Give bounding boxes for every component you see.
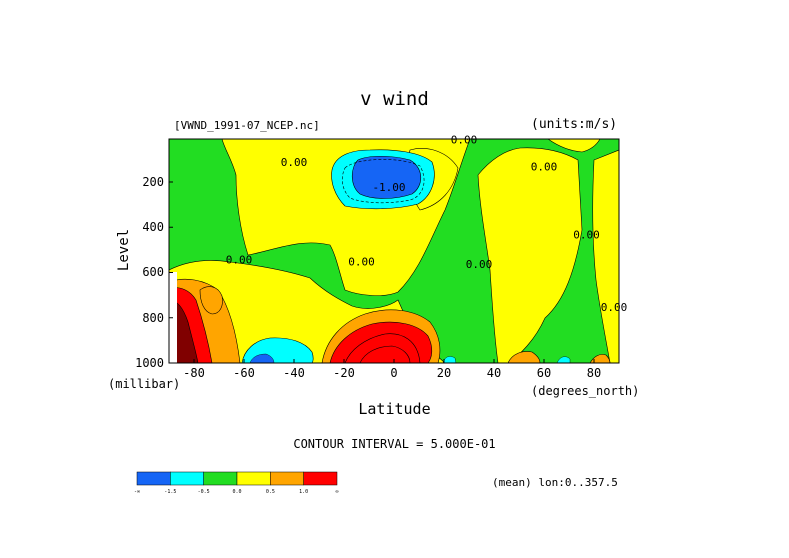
- colorbar-swatch: [236, 471, 271, 486]
- contour-line-negative: [341, 159, 425, 204]
- file-label: [VWND_1991-07_NCEP.nc]: [174, 119, 320, 132]
- colorbar-swatch: [303, 471, 338, 486]
- x-tick-label: -40: [283, 366, 305, 380]
- x-tick-label: -20: [333, 366, 355, 380]
- colorbar-swatch: [136, 471, 171, 486]
- contour-label: 0.00: [601, 301, 628, 314]
- region-strong-negative-lower: [249, 353, 275, 363]
- region-positive-bottom-a: [507, 351, 541, 363]
- mean-longitude-text: (mean) lon:0..357.5: [492, 476, 618, 489]
- contour-label: 0.00: [466, 258, 493, 271]
- tick-marks: [169, 181, 595, 364]
- contour-label: 0.00: [573, 229, 600, 242]
- y-tick-label: 200: [142, 174, 164, 189]
- x-tick-label: 80: [586, 366, 602, 380]
- colorbar-level-label: 0.0: [232, 489, 242, 495]
- contour-label: 0.00: [226, 253, 253, 266]
- region-strong-positive-center: [329, 321, 433, 363]
- units-label: (units:m/s): [531, 117, 618, 132]
- contour-label: 0.00: [348, 256, 375, 269]
- x-tick-label: 20: [436, 366, 452, 380]
- colorbar: [136, 471, 338, 486]
- contour-label: 0.00: [281, 156, 308, 169]
- chart-title: v wind: [360, 88, 429, 110]
- colorbar-level-label: -0.5: [197, 489, 210, 495]
- contour-labels: 0.00 0.00 0.00 0.00 0.00 0.00 0.00 0.00 -1.00: [226, 134, 628, 314]
- colorbar-swatch: [270, 471, 304, 486]
- region-weak-positive-far-right: [592, 149, 619, 363]
- x-tick-label: 60: [536, 366, 552, 380]
- region-weak-positive-right: [477, 147, 583, 363]
- colorbar-swatch: [203, 471, 238, 486]
- colorbar-level-label: ∞: [335, 489, 339, 495]
- colorbar-level-label: -1.5: [164, 489, 177, 495]
- region-strong-negative-upper: [351, 155, 422, 199]
- plot-area: [169, 139, 619, 363]
- colorbar-level-label: 1.0: [299, 489, 309, 495]
- region-negative-small-b: [556, 356, 571, 363]
- x-tick-label: -80: [183, 366, 205, 380]
- region-positive-left-lobe: [199, 286, 223, 315]
- x-axis-unit: (degrees_north): [531, 384, 640, 398]
- colorbar-level-label: -∞: [133, 489, 141, 495]
- region-positive-bottom-b: [589, 354, 611, 363]
- y-tick-label: 1000: [135, 356, 164, 370]
- contour-label: 0.00: [531, 161, 558, 174]
- x-tick-label: 40: [486, 366, 502, 380]
- colorbar-level-label: 0.5: [265, 489, 275, 495]
- colorbar-swatch: [170, 471, 204, 486]
- x-tick-label: 0: [390, 366, 398, 380]
- y-tick-label: 800: [142, 310, 164, 325]
- contour-label: -1.00: [372, 181, 405, 194]
- x-tick-label: -60: [233, 366, 255, 380]
- y-axis-unit: (millibar): [108, 377, 181, 391]
- y-tick-label: 600: [142, 265, 164, 280]
- x-axis-label: Latitude: [358, 400, 431, 418]
- contour-interval-text: CONTOUR INTERVAL = 5.000E-01: [293, 437, 496, 451]
- contour-label: 0.00: [451, 134, 478, 147]
- y-tick-label: 400: [142, 220, 164, 235]
- region-weak-positive-top-right: [547, 139, 601, 153]
- contour-line-center: [344, 333, 421, 363]
